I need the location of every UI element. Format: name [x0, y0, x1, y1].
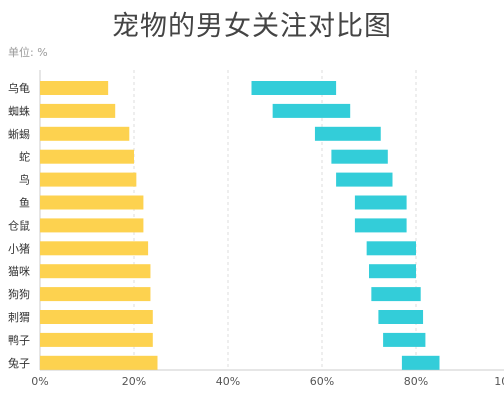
category-label: 蜥蜴: [8, 127, 30, 141]
category-label: 鱼: [19, 196, 30, 210]
bar-yellow: [40, 264, 151, 279]
bar-cyan: [371, 287, 421, 302]
chart-title: 宠物的男女关注对比图: [112, 11, 392, 42]
category-label: 乌龟: [8, 81, 30, 95]
category-label: 鸭子: [8, 334, 30, 347]
bar-cyan: [336, 172, 393, 187]
bar-cyan: [369, 264, 416, 279]
category-label: 狗狗: [8, 288, 30, 301]
bar-yellow: [40, 172, 137, 187]
bar-cyan: [354, 218, 407, 233]
unit-label: 单位: %: [8, 46, 48, 59]
bar-cyan: [378, 310, 424, 324]
x-tick-label: 40%: [216, 375, 240, 388]
x-tick-label: 80%: [404, 375, 428, 388]
bar-yellow: [40, 149, 134, 164]
category-label: 蜘蛛: [8, 104, 30, 118]
category-label: 鸟: [19, 173, 30, 187]
bar-yellow: [40, 355, 158, 370]
category-label: 蛇: [19, 150, 30, 164]
bar-yellow: [40, 310, 153, 324]
bar-cyan: [354, 195, 407, 210]
bar-yellow: [40, 287, 151, 302]
x-tick-label: 0%: [31, 375, 48, 388]
bar-cyan: [314, 126, 381, 141]
bar-cyan: [251, 81, 337, 95]
bar-yellow: [40, 332, 153, 347]
category-label: 兔子: [8, 356, 30, 370]
category-label: 小猪: [8, 242, 30, 255]
x-tick-label: 100%: [494, 375, 504, 388]
bar-cyan: [401, 355, 440, 370]
bar-cyan: [383, 332, 426, 347]
bar-cyan: [272, 103, 351, 118]
category-label: 刺猬: [8, 311, 30, 324]
bar-yellow: [40, 241, 149, 256]
x-tick-label: 60%: [310, 375, 334, 388]
bar-yellow: [40, 218, 144, 233]
bar-yellow: [40, 81, 109, 95]
category-label: 仓鼠: [8, 218, 30, 232]
bar-cyan: [366, 241, 416, 256]
bar-yellow: [40, 195, 144, 210]
bar-cyan: [331, 149, 388, 164]
bar-yellow: [40, 126, 130, 141]
category-label: 猫咪: [8, 265, 30, 278]
x-tick-label: 20%: [122, 375, 146, 388]
bar-yellow: [40, 103, 116, 118]
